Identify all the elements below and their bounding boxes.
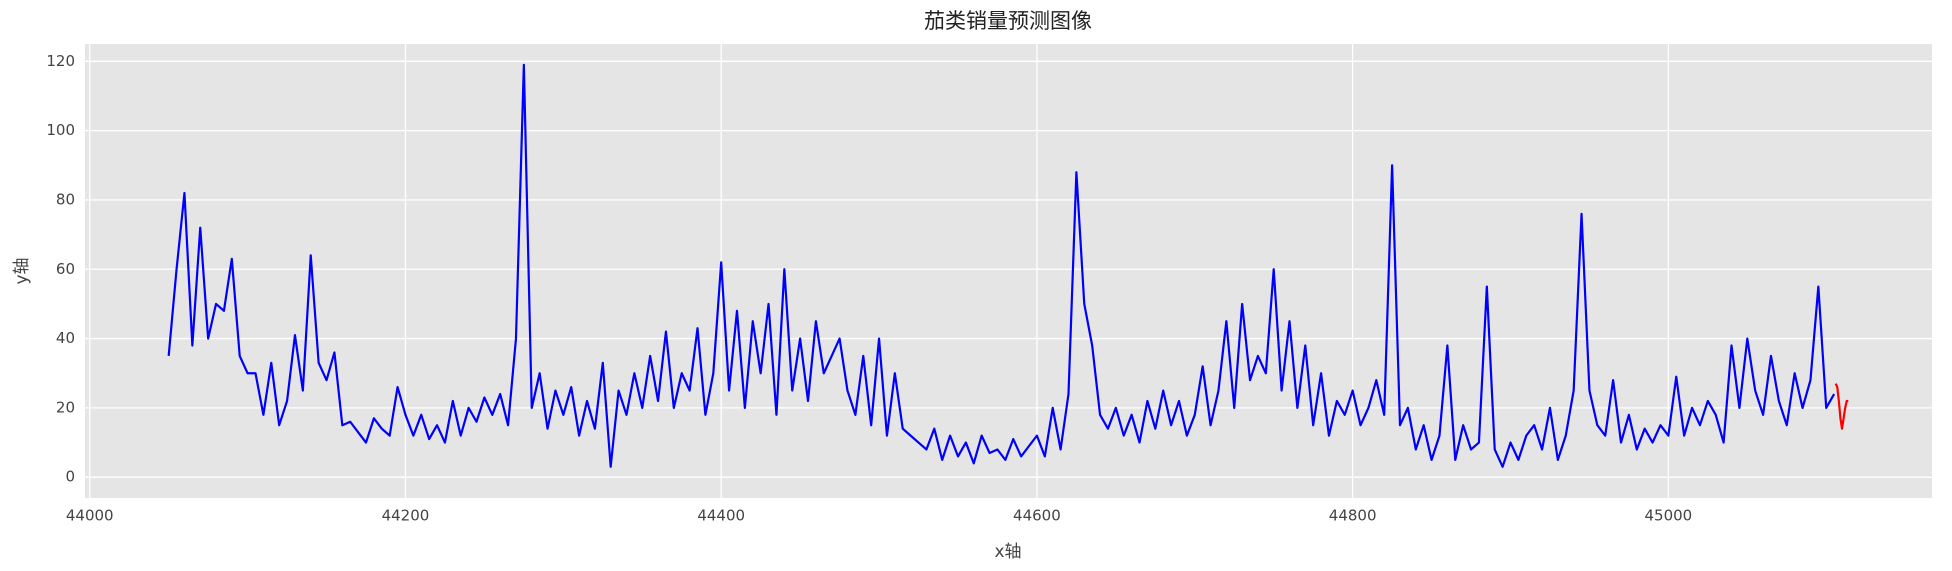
x-tick-label: 44600 xyxy=(1013,507,1061,525)
x-tick-label: 44200 xyxy=(382,507,430,525)
x-tick-label: 45000 xyxy=(1645,507,1693,525)
y-tick-label: 0 xyxy=(65,468,75,486)
series-line xyxy=(167,63,1836,468)
y-tick-label: 120 xyxy=(46,52,75,70)
y-tick-label: 40 xyxy=(56,329,75,347)
series-line xyxy=(1834,383,1849,430)
chart-title: 茄类销量预测图像 xyxy=(924,9,1092,33)
x-tick-label: 44400 xyxy=(697,507,745,525)
y-tick-label: 20 xyxy=(56,398,75,416)
y-tick-label: 100 xyxy=(46,121,75,139)
x-tick-label: 44800 xyxy=(1329,507,1377,525)
x-axis-label: x轴 xyxy=(994,542,1021,562)
y-tick-label: 80 xyxy=(56,190,75,208)
y-tick-label: 60 xyxy=(56,260,75,278)
x-tick-label: 44000 xyxy=(66,507,114,525)
y-axis-label: y轴 xyxy=(12,257,32,284)
plot-area xyxy=(85,44,1932,498)
